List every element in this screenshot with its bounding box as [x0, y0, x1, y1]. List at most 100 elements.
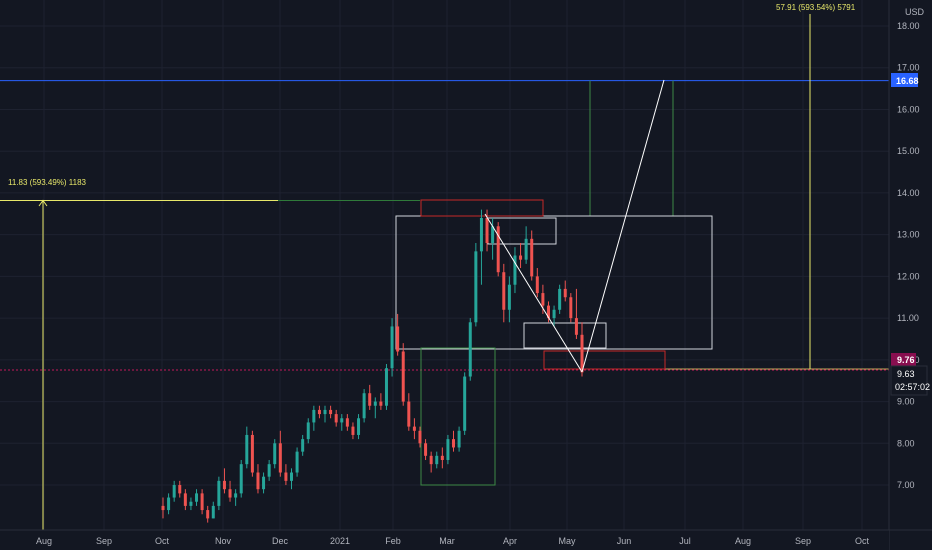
candle-body: [396, 326, 400, 352]
x-tick-label: Dec: [272, 536, 289, 546]
candle-body: [435, 455, 439, 465]
x-tick-label: Mar: [439, 536, 455, 546]
candle-body: [379, 401, 383, 406]
candle-body: [183, 493, 187, 506]
candle-body: [167, 497, 171, 511]
candle-body: [502, 272, 506, 310]
countdown-text: 02:57:02: [895, 382, 930, 392]
candle-body: [211, 505, 215, 519]
y-tick-label: 12.00: [897, 271, 920, 281]
y-tick-label: 15.00: [897, 146, 920, 156]
demand-zone-box[interactable]: [543, 350, 666, 370]
candle-body: [390, 326, 394, 369]
downtrend-line[interactable]: [484, 213, 583, 373]
candle-body: [262, 476, 266, 490]
y-tick-label: 13.00: [897, 230, 920, 240]
candle-body: [312, 409, 316, 423]
candle-body: [284, 472, 288, 481]
candle-body: [452, 439, 456, 448]
time-axis-panel[interactable]: [0, 530, 889, 550]
projection-up-line[interactable]: [581, 79, 665, 373]
time-axis-labels: Aug Sep Oct Nov Dec 2021 Feb Mar Apr May Jun Jul Aug…: [36, 536, 870, 546]
candle-body: [323, 409, 327, 415]
candle-body: [401, 351, 405, 402]
candle-body: [468, 322, 472, 377]
candle-body: [368, 393, 372, 406]
candle-body: [440, 455, 444, 460]
candle-body: [457, 430, 461, 448]
x-tick-label: Oct: [855, 536, 870, 546]
high-price-text: 9.76: [897, 355, 915, 365]
x-tick-label: Aug: [735, 536, 751, 546]
candle-body: [245, 434, 249, 465]
candle-body: [334, 414, 338, 423]
x-tick-label: Sep: [96, 536, 112, 546]
left-measure-label: 11.83 (593.49%) 1183: [8, 178, 87, 187]
y-tick-label: 8.00: [897, 438, 915, 448]
high-price-tag: [891, 353, 916, 366]
x-tick-label: 2021: [330, 536, 350, 546]
candle-body: [546, 305, 550, 319]
candle-body: [574, 318, 578, 335]
candle-body: [496, 226, 500, 273]
candle-body: [228, 489, 232, 498]
candle-body: [329, 409, 333, 415]
y-tick-label: 7.00: [897, 480, 915, 490]
candle-body: [206, 510, 210, 519]
horizontal-gridlines: [0, 25, 889, 486]
x-tick-label: May: [558, 536, 576, 546]
candles-group: [161, 209, 584, 523]
candle-body: [172, 485, 176, 498]
resistance-price-text: 16.68: [896, 76, 919, 86]
y-tick-label: 17.00: [897, 63, 920, 73]
range-box-large[interactable]: [395, 215, 713, 350]
candle-body: [357, 418, 361, 435]
x-tick-label: Oct: [155, 536, 170, 546]
candle-body: [351, 426, 355, 435]
y-tick-label: 18.00: [897, 21, 920, 31]
candle-body: [463, 376, 467, 431]
candle-body: [189, 501, 193, 506]
candle-body: [412, 426, 416, 431]
candle-body: [424, 443, 428, 456]
y-tick-label: 9.00: [897, 397, 915, 407]
range-box-bottom[interactable]: [523, 322, 607, 349]
candle-body: [373, 401, 377, 406]
candle-body: [295, 451, 299, 473]
candle-body: [558, 288, 562, 310]
candle-body: [384, 368, 388, 406]
right-measure-label: 57.91 (593.54%) 5791: [776, 3, 856, 12]
price-axis-panel[interactable]: [889, 0, 932, 550]
candle-body: [289, 472, 293, 481]
candle-body: [552, 309, 556, 319]
candle-body: [507, 284, 511, 310]
candle-body: [569, 297, 573, 319]
accumulation-box[interactable]: [420, 347, 496, 486]
x-tick-label: Feb: [385, 536, 401, 546]
vertical-gridlines: [43, 0, 863, 530]
candle-body: [200, 493, 204, 511]
candle-body: [222, 480, 226, 490]
candle-body: [474, 251, 478, 323]
candle-body: [234, 493, 238, 498]
candle-body: [273, 443, 277, 465]
candle-body: [195, 493, 199, 502]
candle-body: [178, 485, 182, 494]
candle-body: [563, 288, 567, 298]
x-tick-label: Apr: [503, 536, 517, 546]
x-tick-label: Nov: [215, 536, 232, 546]
supply-zone-box[interactable]: [420, 199, 544, 217]
candle-body: [485, 217, 489, 243]
candle-body: [446, 439, 450, 460]
candle-body: [317, 409, 321, 415]
candle-body: [479, 217, 483, 252]
candle-body: [535, 276, 539, 294]
candle-body: [217, 480, 221, 506]
candle-body: [301, 439, 305, 452]
candle-body: [239, 464, 243, 494]
candle-body: [513, 255, 517, 285]
candle-body: [580, 334, 584, 373]
candle-body: [418, 430, 422, 444]
